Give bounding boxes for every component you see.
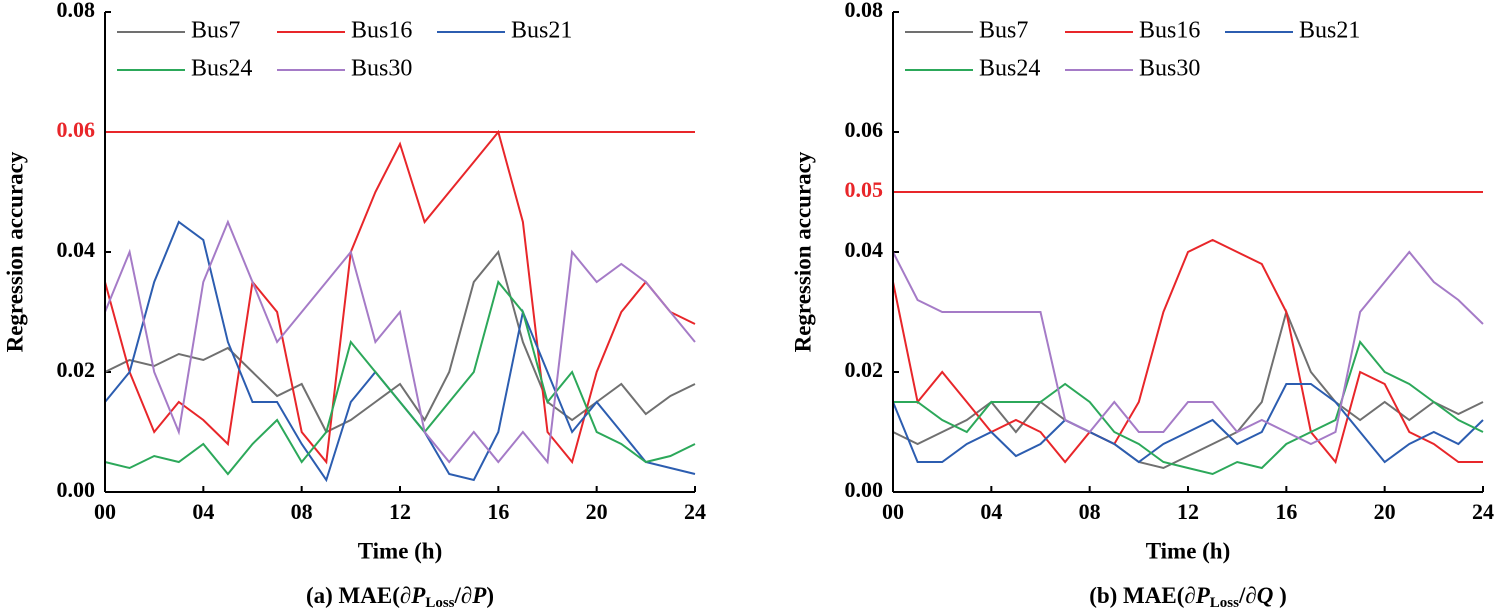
- x-tick-label: 04: [192, 499, 214, 524]
- legend-label: Bus21: [1299, 18, 1360, 44]
- caption-part: Loss: [425, 595, 454, 611]
- y-tick-label: 0.00: [57, 477, 96, 502]
- x-tick-label: 08: [1079, 499, 1101, 524]
- caption-part: /∂: [1238, 583, 1257, 608]
- x-tick-label: 12: [1177, 499, 1199, 524]
- series-line: [892, 238, 1483, 465]
- legend-label: Bus30: [1139, 56, 1200, 82]
- y-axis-label: Regression accuracy: [2, 151, 27, 352]
- x-tick-label: 00: [94, 499, 116, 524]
- series-line: [104, 219, 696, 465]
- y-tick-label: 0.00: [845, 477, 884, 502]
- legend-label: Bus24: [191, 56, 252, 82]
- caption-part: P: [1195, 583, 1211, 608]
- series-line: [104, 220, 696, 483]
- caption-part: (a) MAE(∂: [306, 583, 411, 608]
- legend-label: Bus16: [1139, 18, 1200, 44]
- y-tick-label: 0.08: [57, 0, 96, 22]
- caption-part: P: [471, 583, 487, 608]
- y-axis-label: Regression accuracy: [790, 151, 815, 352]
- caption-part: /∂: [454, 583, 473, 608]
- x-tick-label: 16: [487, 499, 509, 524]
- caption-part: Q: [1257, 583, 1274, 608]
- y-tick-label: 0.06: [845, 117, 884, 142]
- y-tick-label: 0.04: [57, 237, 96, 262]
- legend-label: Bus16: [351, 18, 412, 44]
- series-line: [892, 383, 1484, 464]
- caption-part: ): [1273, 583, 1286, 608]
- legend-label: Bus7: [979, 18, 1028, 44]
- series-line: [104, 129, 696, 465]
- y-tick-label: 0.05: [845, 177, 884, 202]
- x-tick-label: 24: [684, 499, 706, 524]
- x-tick-label: 24: [1472, 499, 1494, 524]
- caption-part: Loss: [1210, 595, 1239, 611]
- x-tick-label: 00: [882, 499, 904, 524]
- x-tick-label: 08: [291, 499, 313, 524]
- x-tick-label: 12: [389, 499, 411, 524]
- series-line: [104, 279, 696, 476]
- legend-label: Bus30: [351, 56, 412, 82]
- x-tick-label: 04: [980, 499, 1002, 524]
- legend-label: Bus24: [979, 56, 1040, 82]
- caption: (b) MAE(∂PLoss/∂Q ): [1089, 583, 1287, 611]
- y-tick-label: 0.08: [845, 0, 884, 22]
- x-tick-label: 20: [586, 499, 608, 524]
- caption: (a) MAE(∂PLoss/∂P): [306, 583, 494, 611]
- caption-part: P: [410, 583, 426, 608]
- caption-part: ): [486, 583, 494, 608]
- series-line: [892, 250, 1484, 446]
- caption-part: (b) MAE(∂: [1089, 583, 1196, 608]
- y-tick-label: 0.02: [57, 357, 96, 382]
- y-tick-label: 0.04: [845, 237, 884, 262]
- x-axis-label: Time (h): [358, 538, 443, 563]
- series-line: [893, 339, 1484, 476]
- series-line: [892, 308, 1484, 470]
- y-tick-label: 0.06: [57, 117, 96, 142]
- x-tick-label: 16: [1275, 499, 1297, 524]
- x-axis-label: Time (h): [1146, 538, 1231, 563]
- legend-label: Bus21: [511, 18, 572, 44]
- x-tick-label: 20: [1374, 499, 1396, 524]
- y-tick-label: 0.02: [845, 357, 884, 382]
- legend-label: Bus7: [191, 18, 240, 44]
